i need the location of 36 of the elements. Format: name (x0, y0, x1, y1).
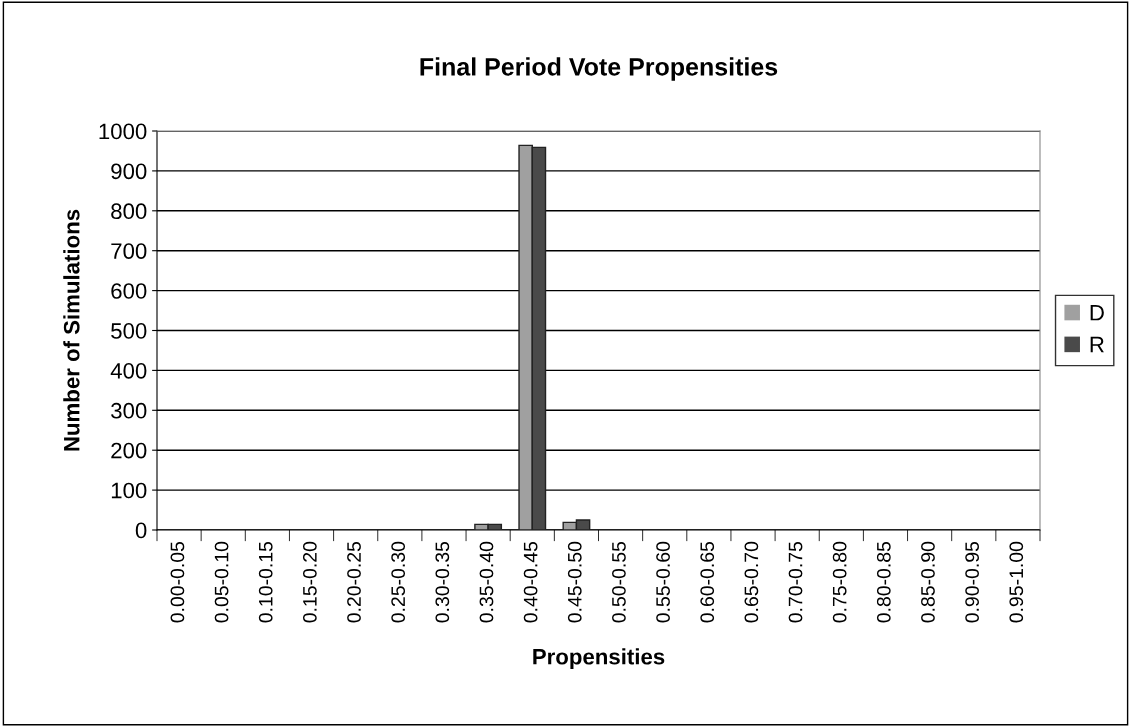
legend-label: R (1090, 336, 1104, 353)
x-tick-label: 0.10-0.15 (258, 541, 273, 623)
x-tick-label: 0.75-0.80 (832, 541, 847, 623)
y-tick-label: 500 (111, 323, 147, 339)
x-axis-title: Propensities (533, 648, 665, 669)
chart-title: Final Period Vote Propensities (420, 57, 778, 81)
y-tick-label: 800 (111, 203, 147, 220)
x-tick-label: 0.30-0.35 (435, 541, 450, 623)
x-tick-label: 0.80-0.85 (876, 541, 891, 623)
y-tick-label: 600 (111, 283, 147, 299)
y-tick-label: 200 (111, 442, 147, 459)
x-tick-label: 0.95-1.00 (1009, 541, 1024, 623)
x-tick-label: 0.20-0.25 (347, 541, 361, 623)
x-tick-label: 0.40-0.45 (523, 541, 538, 623)
x-tick-label: 0.35-0.40 (479, 541, 494, 623)
x-tick-label: 0.00-0.05 (170, 541, 185, 623)
x-tick-label: 0.25-0.30 (391, 541, 406, 623)
x-tick-label: 0.05-0.10 (214, 541, 229, 623)
y-tick-label: 0 (135, 522, 147, 539)
y-tick-label: 900 (111, 163, 147, 180)
x-tick-label: 0.85-0.90 (921, 541, 935, 623)
x-tick-label: 0.65-0.70 (744, 541, 759, 623)
x-tick-label: 0.90-0.95 (965, 541, 979, 623)
y-tick-label: 300 (111, 402, 147, 419)
x-tick-label: 0.45-0.50 (567, 541, 582, 623)
x-tick-label: 0.55-0.60 (656, 541, 670, 623)
y-axis-title: Number of Simulations (63, 209, 80, 451)
y-tick-label: 400 (110, 362, 147, 379)
x-tick-label: 0.70-0.75 (788, 541, 803, 623)
x-tick-label: 0.60-0.65 (700, 541, 715, 623)
x-tick-label: 0.15-0.20 (302, 541, 317, 623)
x-tick-label: 0.50-0.55 (612, 541, 626, 623)
y-tick-label: 1000 (99, 123, 147, 140)
y-tick-label: 700 (111, 243, 147, 259)
y-tick-label: 100 (111, 482, 147, 499)
legend-label: D (1090, 305, 1104, 321)
